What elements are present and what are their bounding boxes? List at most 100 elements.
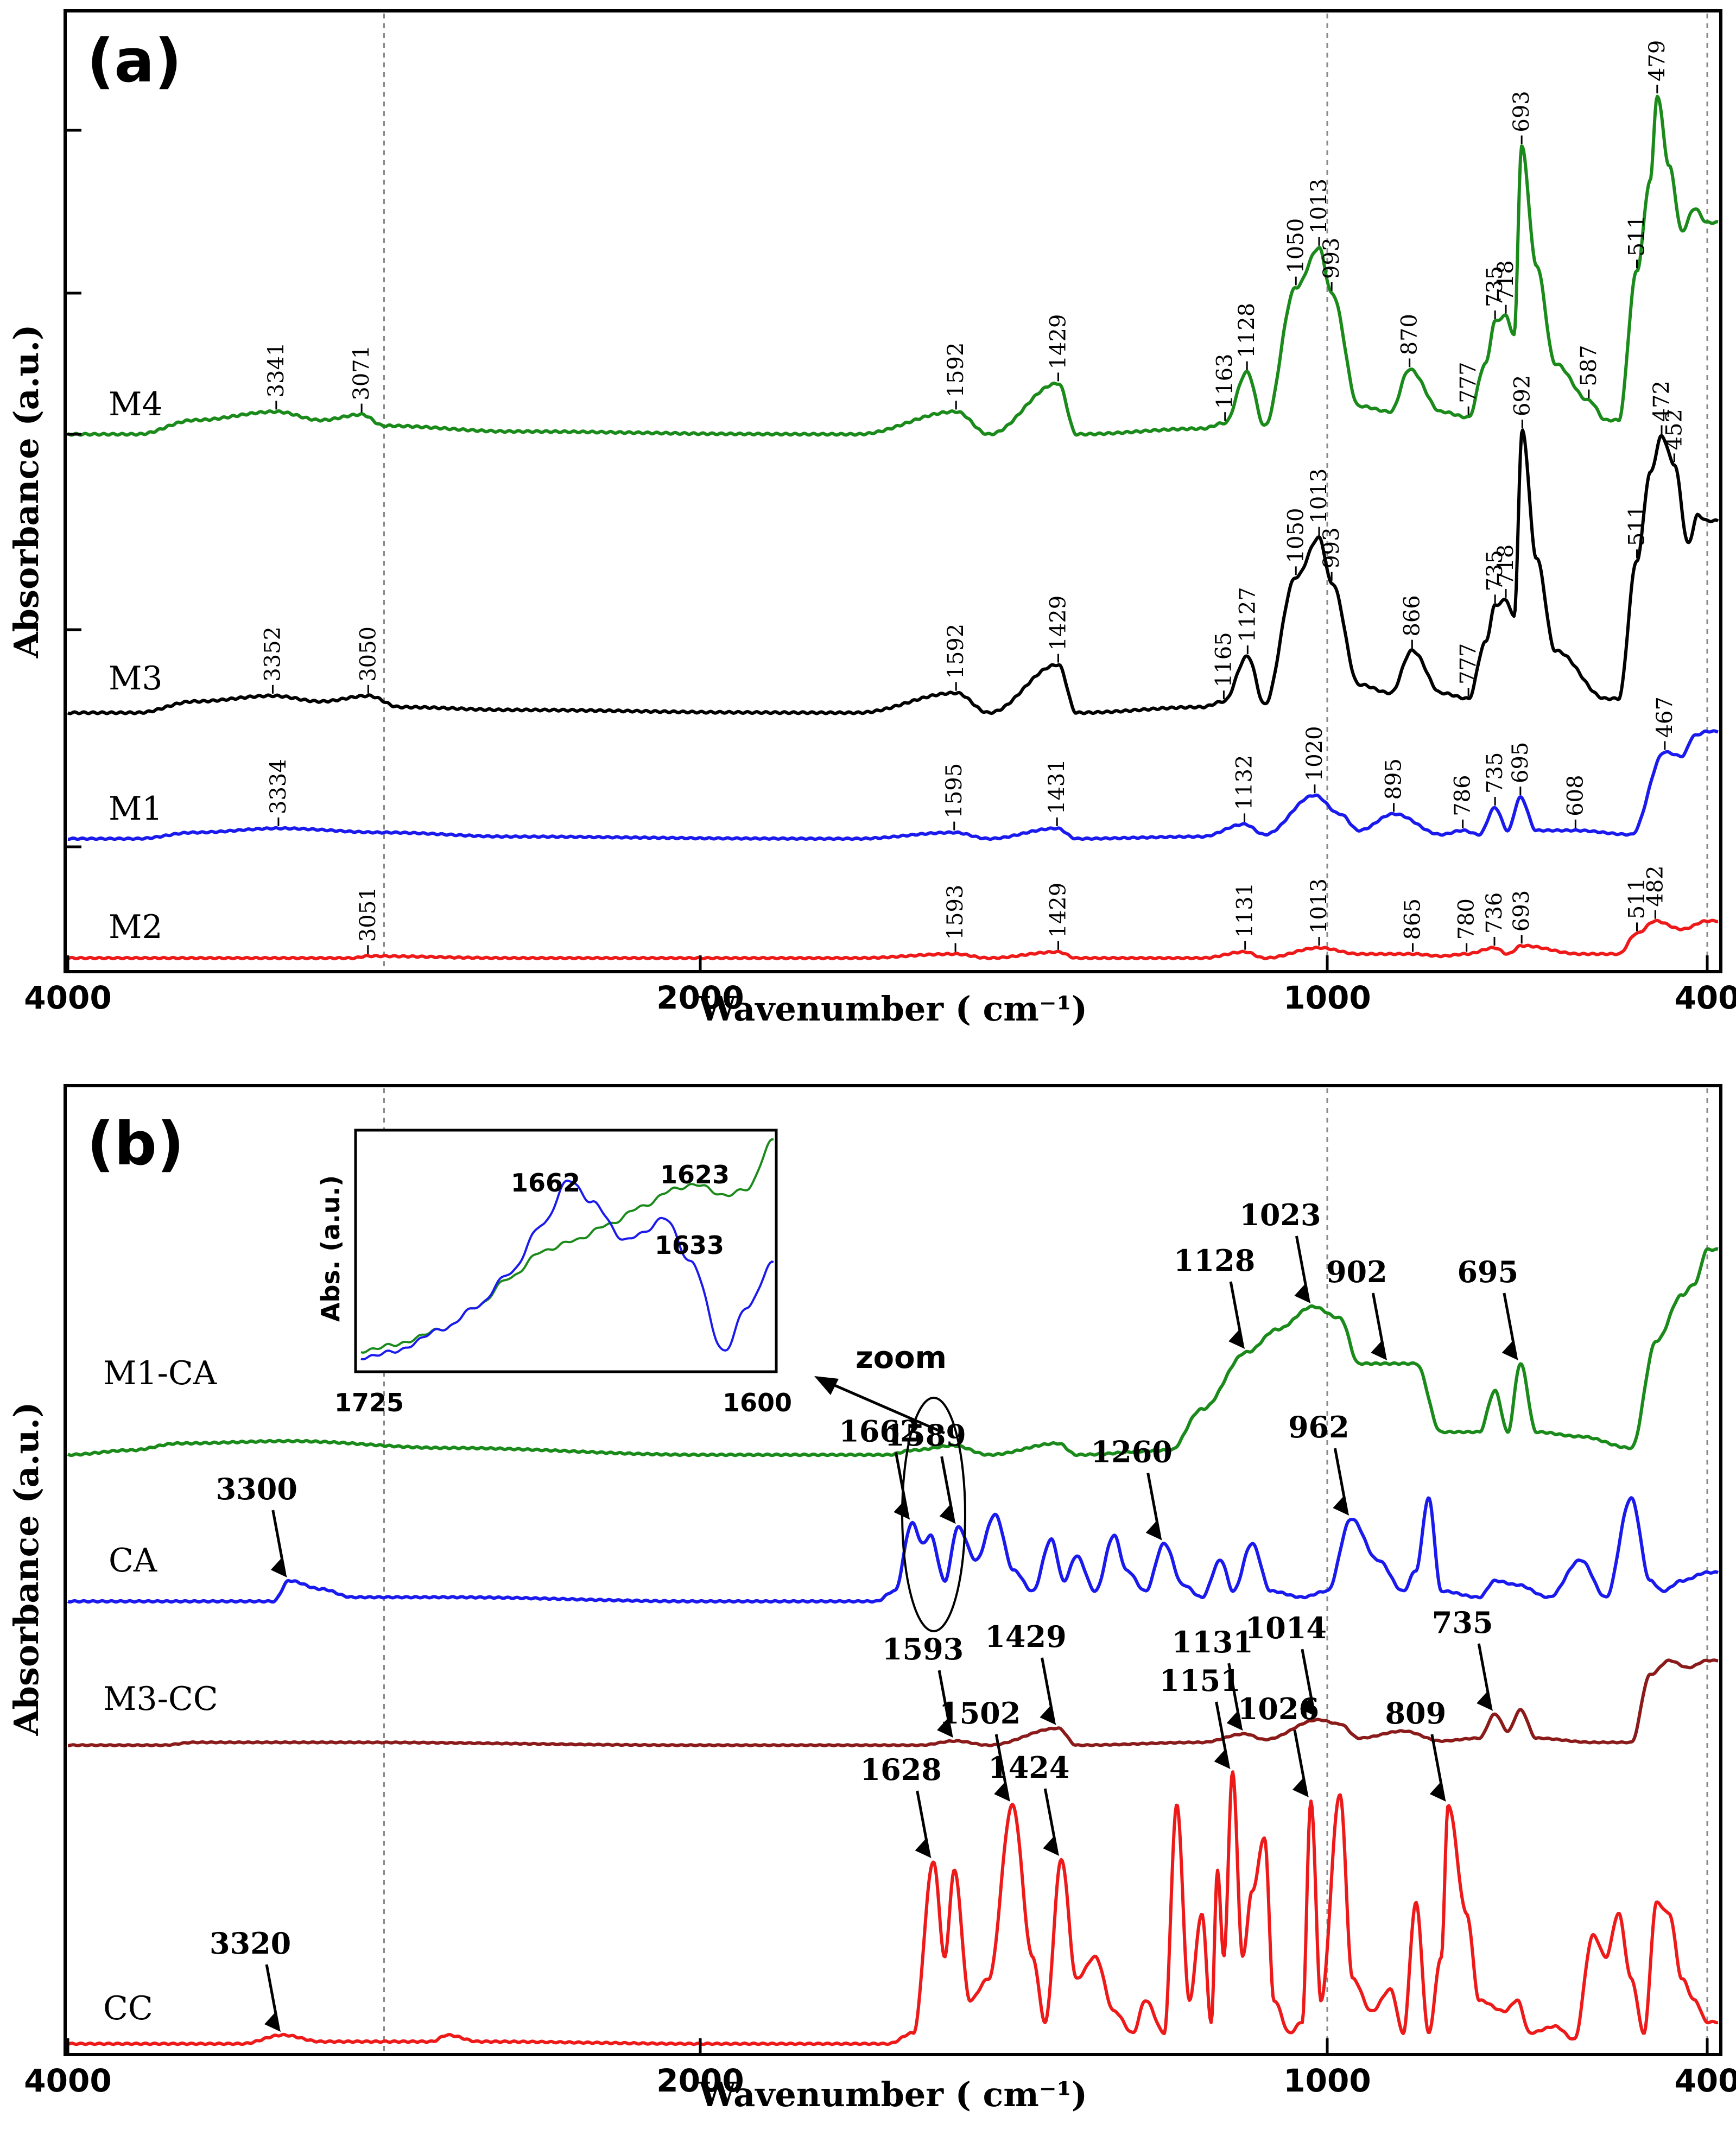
peak-label-m1-1132: 1132 xyxy=(1232,755,1257,810)
peak-label-m2-1131: 1131 xyxy=(1233,883,1258,938)
peak-label-m3-3050: 3050 xyxy=(356,626,381,682)
panel-b-series xyxy=(67,1247,1719,2046)
peak-arrowhead-ca-962 xyxy=(1333,1496,1349,1516)
panel-a-y-ticks xyxy=(65,129,81,848)
peak-label-ca-962: 962 xyxy=(1288,1410,1349,1444)
zoom-inset: Abs. (a.u.) 1725 1600 1662 1623 1633 xyxy=(316,1129,792,1417)
peak-label-m2-1593: 1593 xyxy=(943,885,968,940)
panel-a-x-title: Wavenumber ( cm⁻¹) xyxy=(698,989,1087,1029)
x-tick-label-1000: 1000 xyxy=(1283,979,1371,1016)
peak-label-m4-1163: 1163 xyxy=(1213,353,1238,409)
peak-label-m3-1429: 1429 xyxy=(1046,595,1071,651)
peak-label-m2-736: 736 xyxy=(1482,892,1507,934)
peak-arrowhead-m3-cc-1593 xyxy=(937,1718,954,1738)
peak-label-m3-452: 452 xyxy=(1662,409,1687,450)
inset-label-1623: 1623 xyxy=(660,1160,730,1189)
peak-arrowhead-cc-1151 xyxy=(1214,1750,1231,1769)
series-name-m3-cc: M3-CC xyxy=(103,1680,218,1718)
peak-label-m4-1050: 1050 xyxy=(1283,218,1308,274)
peak-arrowhead-m1-ca-1023 xyxy=(1294,1284,1311,1303)
peak-label-m2-780: 780 xyxy=(1454,898,1479,940)
panel-a-peak-labels: 3341 3071 15921429116311281050101399387077… xyxy=(260,40,1687,954)
series-m1-ca xyxy=(67,1247,1719,1457)
series-name-m4: M4 xyxy=(109,385,163,423)
peak-arrowhead-cc-1502 xyxy=(994,1782,1011,1802)
peak-label-m3-1127: 1127 xyxy=(1235,587,1260,642)
peak-label-m4-511: 511 xyxy=(1625,215,1650,256)
panel-a-label: (a) xyxy=(87,26,182,96)
peak-label-m1-1431: 1431 xyxy=(1044,759,1069,814)
zoom-ellipse xyxy=(901,1397,966,1632)
peak-arrowhead-m3-cc-735 xyxy=(1477,1691,1493,1711)
peak-label-m2-511: 511 xyxy=(1625,878,1650,919)
peak-label-m1-ca-695: 695 xyxy=(1457,1254,1518,1289)
peak-label-m2-3051: 3051 xyxy=(356,886,381,942)
panel-b-frame xyxy=(64,1084,1722,2056)
peak-label-m3-866: 866 xyxy=(1399,595,1424,636)
peak-label-m4-693: 693 xyxy=(1509,91,1534,132)
panel-a-y-title: Absorbance (a.u.) xyxy=(7,325,46,659)
peak-label-ca-3300: 3300 xyxy=(216,1472,297,1506)
panel-b-x-ticks: 4000 2000 1000 400 xyxy=(24,2038,1736,2099)
peak-label-m2-482: 482 xyxy=(1643,865,1668,907)
peak-label-cc-1424: 1424 xyxy=(988,1750,1069,1785)
peak-label-cc-809: 809 xyxy=(1385,1696,1446,1731)
peak-label-m3-3352: 3352 xyxy=(260,626,285,682)
series-m2 xyxy=(67,918,1719,961)
peak-label-m1-1020: 1020 xyxy=(1302,726,1327,781)
peak-arrowhead-ca-3300 xyxy=(270,1558,287,1577)
peak-label-m1-786: 786 xyxy=(1450,775,1475,816)
peak-arrowhead-m3-cc-1014 xyxy=(1300,1697,1316,1717)
peak-arrowhead-m1-ca-1128 xyxy=(1228,1329,1245,1349)
peak-label-m3-cc-1014: 1014 xyxy=(1245,1611,1327,1645)
panel-b-y-title: Absorbance (a.u.) xyxy=(7,1402,46,1737)
peak-label-m3-777: 777 xyxy=(1456,643,1481,685)
peak-label-cc-1026: 1026 xyxy=(1238,1691,1319,1726)
inset-label-1633: 1633 xyxy=(655,1231,724,1260)
inset-series-ca xyxy=(360,1179,774,1361)
peak-label-ca-1260: 1260 xyxy=(1091,1435,1173,1469)
peak-label-m3-993: 993 xyxy=(1319,527,1344,568)
peak-label-m4-479: 479 xyxy=(1645,40,1670,81)
peak-label-m3-1013: 1013 xyxy=(1307,468,1332,524)
series-name-m1: M1 xyxy=(109,790,163,828)
peak-arrowhead-m1-ca-695 xyxy=(1501,1341,1518,1360)
series-name-m2: M2 xyxy=(109,908,163,946)
peak-label-m1-ca-1023: 1023 xyxy=(1239,1197,1321,1232)
peak-label-m3-cc-1131: 1131 xyxy=(1172,1625,1253,1659)
panel-a-series xyxy=(67,94,1719,961)
peak-label-m1-1595: 1595 xyxy=(942,763,967,819)
peak-label-ca-1662: 1662 xyxy=(839,1414,920,1449)
series-m4 xyxy=(67,94,1719,437)
peak-label-m4-718: 718 xyxy=(1493,260,1518,301)
series-name-m3: M3 xyxy=(109,660,163,698)
peak-arrowhead-cc-1628 xyxy=(915,1839,932,1858)
panel-a-frame xyxy=(64,9,1722,973)
peak-label-m2-865: 865 xyxy=(1401,898,1425,940)
peak-label-cc-1502: 1502 xyxy=(939,1696,1021,1731)
x-tick-label-1000: 1000 xyxy=(1283,2062,1371,2099)
peak-label-m4-777: 777 xyxy=(1456,362,1481,403)
peak-label-cc-1628: 1628 xyxy=(860,1752,942,1787)
peak-arrowhead-cc-809 xyxy=(1429,1782,1446,1802)
peak-label-m1-735: 735 xyxy=(1482,752,1507,794)
peak-label-m3-1592: 1592 xyxy=(943,624,968,679)
series-m3-cc xyxy=(67,1658,1719,1747)
series-cc xyxy=(67,1770,1719,2046)
x-tick-label-2000: 2000 xyxy=(656,2062,744,2099)
peak-label-m4-735: 735 xyxy=(1482,266,1507,307)
peak-label-m4-1429: 1429 xyxy=(1046,314,1071,370)
peak-label-m3-718: 718 xyxy=(1493,544,1518,586)
peak-label-m2-1013: 1013 xyxy=(1307,878,1332,934)
peak-arrowhead-m1-ca-902 xyxy=(1371,1341,1387,1360)
peak-label-m3-1050: 1050 xyxy=(1283,508,1308,563)
series-name-cc: CC xyxy=(103,1989,153,2027)
panel-b-label: (b) xyxy=(87,1109,184,1178)
peak-arrowhead-m3-cc-1429 xyxy=(1040,1705,1056,1725)
peak-label-m4-870: 870 xyxy=(1397,314,1422,355)
peak-label-m1-467: 467 xyxy=(1652,696,1677,738)
series-m3 xyxy=(67,428,1719,715)
peak-label-cc-3320: 3320 xyxy=(210,1926,291,1961)
